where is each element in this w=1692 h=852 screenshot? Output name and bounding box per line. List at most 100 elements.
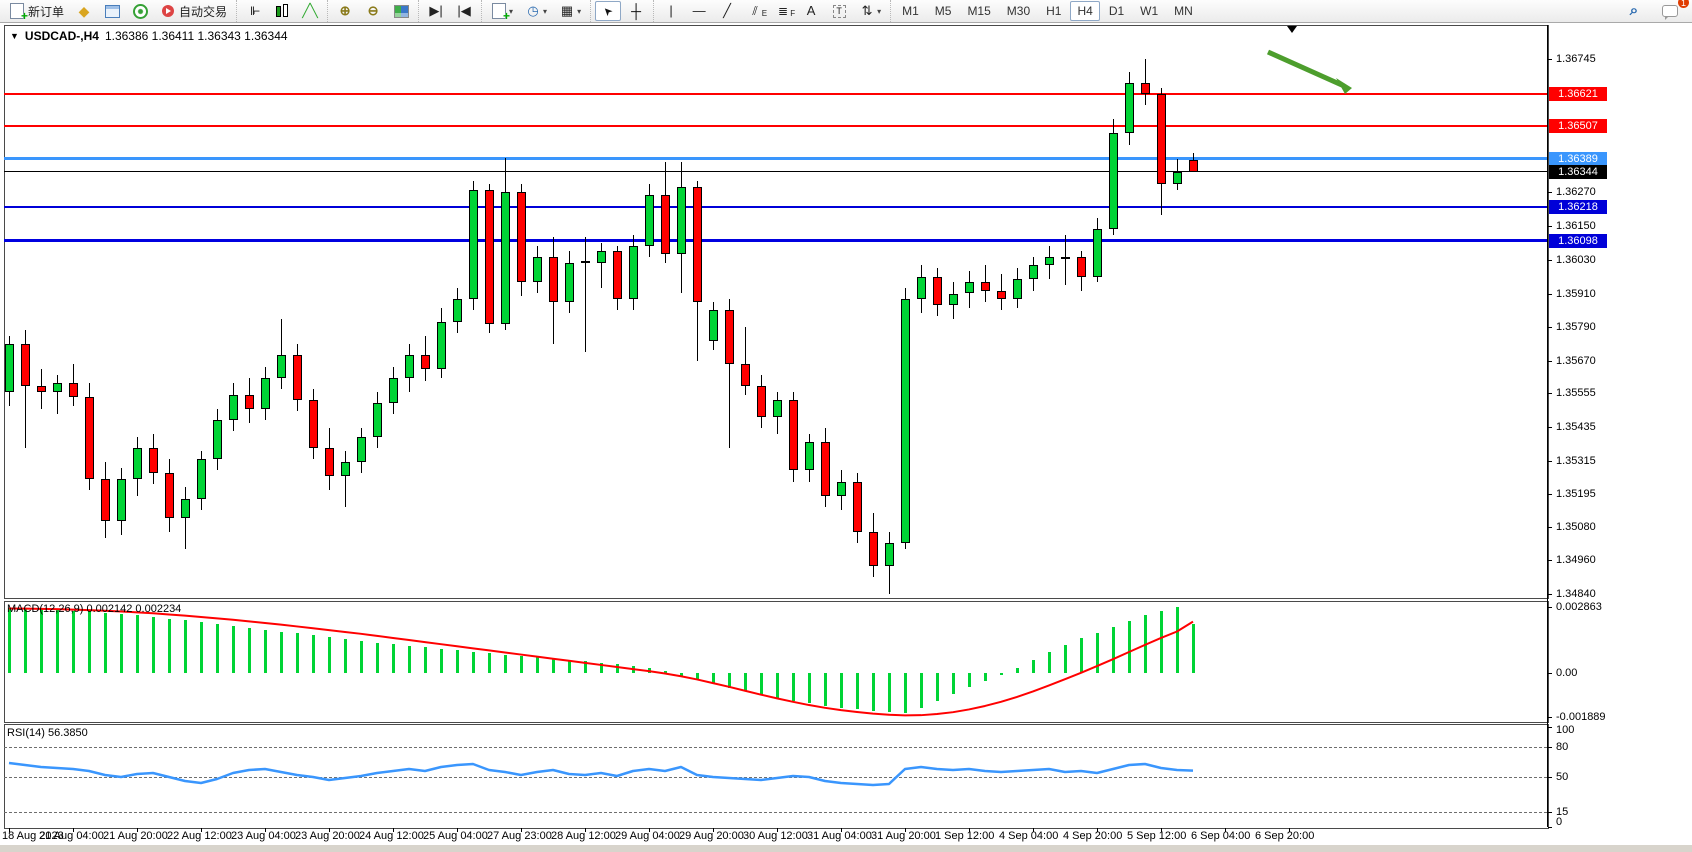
timeframe-button-h4[interactable]: H4 xyxy=(1070,1,1100,21)
timeframe-button-m1[interactable]: M1 xyxy=(902,4,919,18)
candle-up xyxy=(213,419,222,460)
crosshair-button[interactable]: ┼ xyxy=(623,1,649,21)
periods-button[interactable]: ◷ ▾ xyxy=(520,1,552,21)
new-chart-button[interactable]: ▾ xyxy=(486,1,518,24)
timeframe-button-m5[interactable]: M5 xyxy=(934,4,952,18)
candle-down xyxy=(309,400,318,448)
timeframe-button-w1[interactable]: W1 xyxy=(1140,4,1159,18)
timeframe-button-h1[interactable]: H1 xyxy=(1046,4,1062,18)
autotrading-button[interactable]: 自动交易 xyxy=(155,1,232,21)
price-tick-label: 1.36150 xyxy=(1556,220,1596,233)
candlestick-button[interactable] xyxy=(269,1,295,21)
macd-histogram-bar xyxy=(680,673,683,676)
horizontal-level-line[interactable] xyxy=(4,92,1547,95)
macd-histogram-bar xyxy=(968,673,971,688)
zoom-out-icon: ⊖ xyxy=(367,3,379,18)
horizontal-line-button[interactable]: — xyxy=(686,1,712,21)
chart-window[interactable]: ▼ USDCAD-,H4 1.36386 1.36411 1.36343 1.3… xyxy=(0,23,1692,852)
time-tick-mark xyxy=(969,828,970,832)
chat-icon xyxy=(1662,5,1678,20)
trendline-icon: ╱ xyxy=(723,3,731,18)
timeframe-button-m30[interactable]: M30 xyxy=(1006,4,1031,18)
macd-histogram-bar xyxy=(584,661,587,673)
horizontal-level-line[interactable] xyxy=(4,157,1547,161)
notifications-button[interactable]: 1 xyxy=(1657,0,1689,21)
price-tick-mark xyxy=(1548,560,1552,562)
macd-histogram-bar xyxy=(40,608,43,673)
bar-chart-button[interactable]: ‖⌐ xyxy=(241,1,267,21)
timeframe-button-m15[interactable]: M15 xyxy=(967,4,991,18)
chart-shift-icon: |◀ xyxy=(457,3,471,18)
macd-histogram-bar xyxy=(344,638,347,673)
time-tick-mark xyxy=(1033,828,1034,832)
candle-wick xyxy=(345,450,346,507)
macd-histogram-bar xyxy=(56,609,59,673)
price-tick-label: 1.35910 xyxy=(1556,287,1596,300)
window-bottom-strip xyxy=(0,845,1692,852)
chart-shift-button[interactable]: |◀ xyxy=(451,1,477,21)
time-axis-label: 5 Sep 12:00 xyxy=(1127,830,1187,842)
line-chart-icon: ╱╲ xyxy=(302,3,318,18)
candle-up xyxy=(341,462,350,477)
horizontal-level-line[interactable] xyxy=(4,206,1547,208)
trendline-button[interactable]: ╱ xyxy=(714,1,740,21)
market-button[interactable]: ◆ xyxy=(71,1,97,21)
macd-histogram-bar xyxy=(520,655,523,673)
candle-down xyxy=(85,397,94,479)
tile-windows-button[interactable] xyxy=(388,1,414,21)
auto-scroll-button[interactable]: ▶| xyxy=(423,1,449,21)
ohlc-values: 1.36386 1.36411 1.36343 1.36344 xyxy=(104,29,288,43)
timeframe-button-mn[interactable]: MN xyxy=(1174,4,1193,18)
candle-wick xyxy=(585,237,586,353)
cursor-button[interactable]: ➤ xyxy=(595,1,622,21)
price-tick-mark xyxy=(1548,327,1552,329)
arrows-button[interactable]: ⇅ ▾ xyxy=(854,1,886,21)
macd-histogram-bar xyxy=(1064,644,1067,673)
rsi-tick-mark xyxy=(1548,812,1552,813)
macd-histogram-bar xyxy=(280,631,283,673)
one-click-toggle-icon[interactable]: ▼ xyxy=(10,31,19,41)
candle-up xyxy=(645,195,654,246)
zoom-out-button[interactable]: ⊖ xyxy=(360,1,386,21)
macd-histogram-bar xyxy=(824,673,827,706)
price-badge: 1.36621 xyxy=(1549,86,1607,101)
macd-histogram-bar xyxy=(632,666,635,673)
line-chart-button[interactable]: ╱╲ xyxy=(297,1,323,21)
time-tick-mark xyxy=(1289,828,1290,832)
signals-button[interactable] xyxy=(127,1,153,21)
new-order-button[interactable]: 新订单 xyxy=(4,1,69,24)
zoom-in-button[interactable]: ⊕ xyxy=(332,1,358,21)
time-tick-mark xyxy=(265,828,266,832)
macd-histogram-bar xyxy=(792,673,795,702)
channel-icon: ⫽ E xyxy=(752,4,768,18)
horizontal-level-line[interactable] xyxy=(4,124,1547,127)
price-tick-label: 1.35790 xyxy=(1556,321,1596,334)
autotrading-icon xyxy=(162,5,175,17)
candle-down xyxy=(1141,82,1150,95)
time-axis-label: 28 Aug 12:00 xyxy=(551,830,616,842)
candle-down xyxy=(1157,94,1166,184)
horizontal-level-line[interactable] xyxy=(4,239,1547,243)
macd-histogram-bar xyxy=(24,608,27,673)
channel-button[interactable]: ⫽ E xyxy=(742,1,768,21)
charts-button[interactable] xyxy=(99,1,125,21)
chart-title: ▼ USDCAD-,H4 1.36386 1.36411 1.36343 1.3… xyxy=(10,29,288,43)
price-tick-label: 1.34960 xyxy=(1556,554,1596,567)
templates-button[interactable]: ▦ ▾ xyxy=(560,3,582,18)
timeframe-button-d1[interactable]: D1 xyxy=(1108,4,1125,18)
text-label-button[interactable]: T xyxy=(826,1,852,21)
chart-shift-marker-icon xyxy=(1287,26,1297,33)
candle-up xyxy=(949,293,958,305)
search-button[interactable]: ⌕ xyxy=(1621,1,1647,21)
vertical-line-button[interactable]: | xyxy=(658,1,684,21)
price-badge: 1.36507 xyxy=(1549,118,1607,133)
time-axis-label: 6 Sep 04:00 xyxy=(1191,830,1251,842)
text-button[interactable]: A xyxy=(798,1,824,21)
symbol-period-label: USDCAD-,H4 xyxy=(24,29,99,43)
candle-down xyxy=(485,189,494,325)
macd-histogram-bar xyxy=(504,654,507,673)
macd-histogram-bar xyxy=(872,673,875,712)
fibonacci-button[interactable]: ≣ F xyxy=(770,1,796,21)
vertical-line-icon: | xyxy=(669,3,673,18)
candle-up xyxy=(677,186,686,255)
